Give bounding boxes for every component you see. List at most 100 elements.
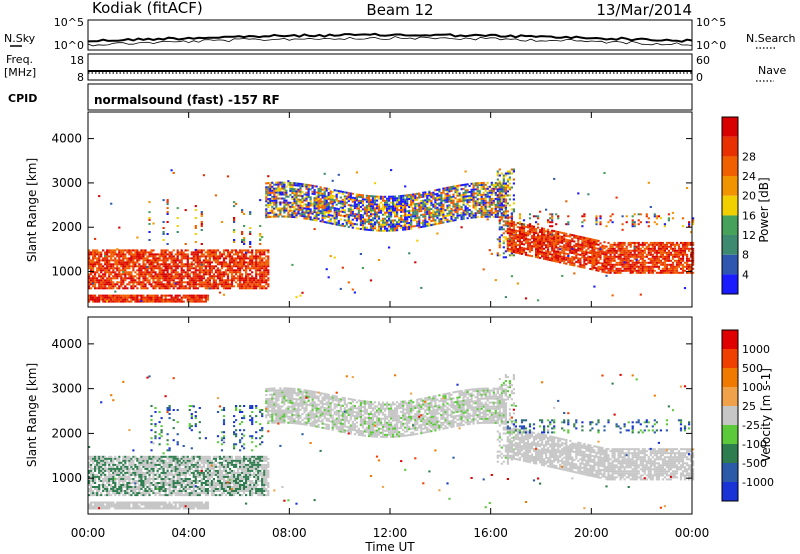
data-cell [406,202,409,205]
data-cell [216,249,220,252]
data-cell [671,271,675,274]
data-cell [146,296,149,299]
data-cell [289,181,292,184]
data-cell [633,261,636,264]
data-cell [102,285,105,288]
data-cell [249,285,252,288]
data-cell [188,300,191,303]
data-cell [196,277,199,280]
data-cell [553,254,556,256]
data-cell [160,249,163,252]
data-cell [526,246,530,249]
data-cell [182,265,185,268]
data-cell [528,232,532,235]
data-cell [587,247,590,250]
data-cell [627,267,630,270]
data-cell [297,198,300,201]
data-cell [218,277,222,280]
data-cell [657,245,660,248]
data-cell [595,241,598,244]
data-cell [130,251,133,254]
data-cell [472,186,475,189]
data-cell [504,214,507,217]
data-cell [549,213,552,216]
data-cell [158,300,161,303]
data-cell [363,218,366,221]
data-cell [577,235,580,238]
data-cell [192,273,195,276]
data-cell [333,223,336,226]
data-cell [671,267,675,270]
data-cell [138,300,141,303]
data-cell [388,213,391,216]
data-cell [110,283,113,286]
data-cell [343,195,346,198]
data-cell [144,259,147,262]
data-cell [563,248,566,251]
data-cell [327,204,330,206]
data-cell [539,235,542,237]
data-cell [192,263,195,266]
data-cell [98,267,101,270]
data-cell [651,255,654,258]
data-cell [128,281,131,284]
data-cell [285,207,288,210]
data-cell [198,279,201,282]
data-cell [394,229,397,232]
data-cell [539,229,542,231]
data-cell [468,185,471,187]
data-cell [124,277,127,280]
data-cell [253,267,256,270]
data-cell [486,187,489,190]
data-cell [502,180,505,183]
data-cell [422,221,425,224]
data-cell [603,241,606,244]
data-cell [291,190,294,192]
data-cell [569,239,572,242]
data-cell [267,279,270,282]
data-cell [345,195,348,198]
data-cell [235,281,238,284]
data-cell [655,261,658,264]
data-cell [188,263,191,266]
data-cell [671,269,675,272]
data-cell [214,259,217,262]
data-cell [239,285,242,288]
data-cell [265,210,268,213]
data-cell [333,217,336,220]
data-cell [367,220,371,223]
colorbar-segment [722,254,738,275]
data-cell [230,281,234,284]
data-cell [410,215,413,218]
data-cell [504,210,507,213]
data-cell [472,206,475,209]
data-cell [625,245,628,248]
data-cell [212,259,215,262]
data-cell [279,181,282,184]
data-cell [263,287,266,290]
data-cell [325,268,328,271]
data-cell [233,253,236,256]
data-cell [144,271,147,274]
data-cell [692,261,695,264]
data-cell [647,249,650,252]
data-cell [367,197,371,199]
data-cell [496,252,499,255]
data-cell [466,183,469,186]
data-cell [653,247,656,250]
data-cell [128,296,131,299]
data-cell [371,203,375,206]
data-cell [504,198,507,201]
data-cell [508,248,511,251]
data-cell [637,271,640,274]
data-cell [317,189,320,192]
data-cell [619,253,622,256]
data-cell [440,204,443,206]
data-cell [502,194,505,197]
data-cell [488,209,491,212]
data-cell [468,212,471,215]
data-cell [585,243,588,246]
data-cell [315,213,318,216]
data-cell [124,298,127,301]
data-cell [643,267,646,270]
